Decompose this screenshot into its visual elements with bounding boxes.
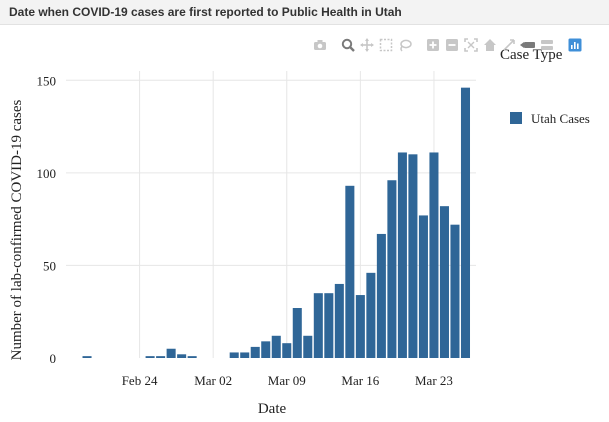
bar[interactable] [271, 335, 281, 358]
bar[interactable] [345, 185, 355, 358]
bar[interactable] [366, 272, 376, 358]
legend-label: Utah Cases [531, 111, 590, 126]
y-axis-title: Number of lab-confirmed COVID-19 cases [9, 99, 25, 360]
camera-icon [314, 40, 326, 50]
bar[interactable] [261, 341, 271, 358]
bar[interactable] [450, 224, 460, 358]
reset-axes-button[interactable] [482, 37, 498, 53]
bar[interactable] [355, 295, 365, 358]
bar[interactable] [292, 308, 302, 358]
bar[interactable] [439, 206, 449, 358]
bar[interactable] [82, 356, 92, 358]
panel-title: Date when COVID-19 cases are first repor… [9, 5, 402, 19]
bar[interactable] [397, 152, 407, 358]
bar[interactable] [187, 356, 197, 358]
pan-button[interactable] [359, 37, 375, 53]
panel-header: Date when COVID-19 cases are first repor… [0, 0, 609, 25]
legend-title: Case Type [500, 47, 563, 63]
zoom-button[interactable] [340, 37, 356, 53]
bar[interactable] [387, 180, 397, 358]
bar[interactable] [324, 293, 334, 358]
reset-axes-icon [484, 39, 496, 51]
bar[interactable] [429, 152, 439, 358]
hover-closest-button[interactable] [520, 37, 536, 53]
bar[interactable] [145, 356, 155, 358]
bar[interactable] [313, 293, 323, 358]
spike-lines-button[interactable] [501, 37, 517, 53]
plotly-logo-button[interactable] [567, 37, 583, 53]
autoscale-icon [464, 38, 478, 52]
bar[interactable] [418, 215, 428, 358]
x-axis-title: Date [258, 401, 287, 417]
plotly-logo-icon [568, 38, 582, 52]
lasso-select-button[interactable] [397, 37, 413, 53]
y-tick-label: 0 [50, 351, 57, 366]
zoom-out-icon [446, 39, 458, 51]
x-tick-label: Mar 16 [341, 373, 379, 388]
bar[interactable] [250, 346, 260, 358]
bar[interactable] [156, 356, 166, 358]
grid-layer [66, 71, 476, 358]
bar[interactable] [334, 283, 344, 358]
bar[interactable] [177, 354, 187, 358]
hover-closest-icon [520, 42, 535, 48]
pan-icon [360, 38, 374, 52]
lasso-select-icon [400, 39, 412, 52]
bar[interactable] [282, 343, 292, 358]
y-tick-label: 50 [43, 258, 56, 273]
legend-swatch [510, 112, 522, 124]
bar[interactable] [408, 154, 418, 358]
camera-button[interactable] [312, 37, 328, 53]
bar[interactable] [166, 348, 176, 358]
zoom-in-button[interactable] [425, 37, 441, 53]
bars-layer [82, 87, 471, 358]
autoscale-button[interactable] [463, 37, 479, 53]
modebar [312, 36, 583, 54]
legend[interactable]: Case Type Utah Cases [500, 47, 590, 126]
hover-compare-button[interactable] [539, 37, 555, 53]
zoom-icon [341, 38, 355, 52]
x-tick-label: Mar 09 [268, 373, 306, 388]
box-select-icon [379, 38, 393, 52]
y-tick-label: 100 [37, 166, 57, 181]
spike-lines-icon [503, 39, 515, 51]
bar[interactable] [376, 233, 386, 358]
zoom-out-button[interactable] [444, 37, 460, 53]
y-tick-label: 150 [37, 73, 57, 88]
box-select-button[interactable] [378, 37, 394, 53]
legend-item-utah-cases[interactable]: Utah Cases [510, 111, 590, 126]
bar[interactable] [303, 335, 313, 358]
bar[interactable] [460, 87, 471, 358]
hover-compare-icon [541, 40, 553, 50]
x-tick-label: Mar 23 [415, 373, 453, 388]
tick-labels-layer: 0 50 100 150 Feb 24 Mar 02 Mar 09 Mar 16 Mar 23 [37, 73, 453, 388]
zoom-in-icon [427, 39, 439, 51]
bar[interactable] [240, 352, 250, 358]
bar[interactable] [229, 352, 239, 358]
x-tick-label: Mar 02 [194, 373, 232, 388]
x-tick-label: Feb 24 [122, 373, 158, 388]
